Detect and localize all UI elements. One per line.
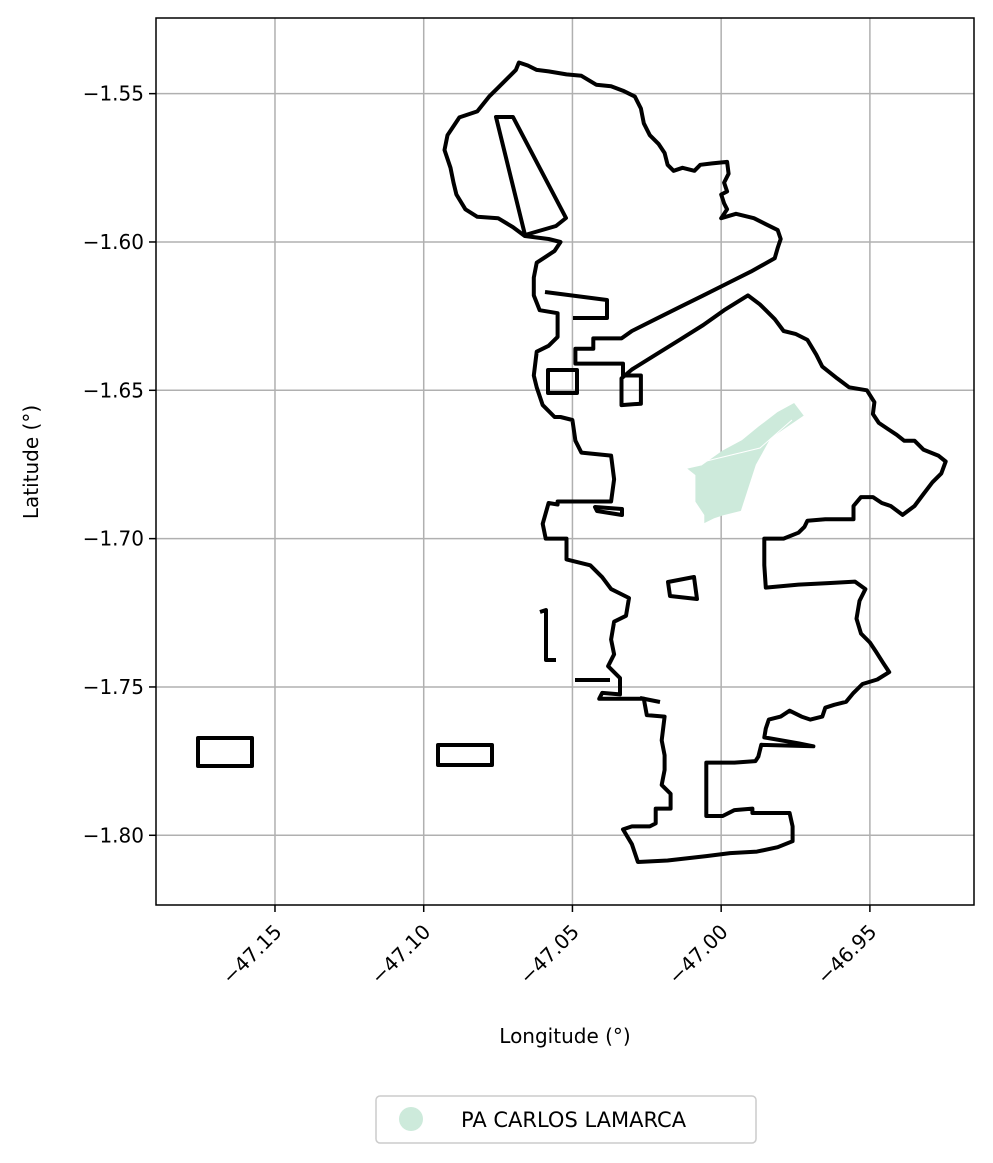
legend-label: PA CARLOS LAMARCA	[461, 1108, 687, 1132]
inner-boundary-features	[196, 115, 699, 768]
inner-rect-4	[196, 736, 254, 768]
y-tick-label: −1.55	[83, 82, 144, 106]
inner-line-1	[544, 290, 609, 320]
y-tick-label: −1.75	[83, 675, 144, 699]
legend-marker	[399, 1107, 423, 1131]
y-tick-label: −1.65	[83, 378, 144, 402]
x-tick-label: −47.00	[663, 920, 732, 989]
legend: PA CARLOS LAMARCA	[375, 1095, 757, 1144]
inner-rect-5	[436, 743, 494, 767]
x-axis-ticks: −47.15 −47.10 −47.05 −47.00 −46.95	[217, 905, 881, 989]
municipality-boundary	[442, 60, 948, 864]
inner-rect-3	[666, 575, 699, 601]
settlement-area-pa-carlos-lamarca	[687, 403, 804, 524]
x-tick-label: −47.05	[515, 920, 584, 989]
x-axis-label: Longitude (°)	[499, 1024, 630, 1048]
y-tick-label: −1.70	[83, 527, 144, 551]
settlement-internal-line	[685, 419, 793, 467]
inner-rect-2	[593, 505, 624, 517]
y-axis-ticks: −1.55 −1.60 −1.65 −1.70 −1.75 −1.80	[83, 82, 156, 847]
plot-frame	[155, 17, 975, 906]
legend-box	[375, 1095, 757, 1144]
inner-rect-1	[546, 368, 579, 395]
x-tick-label: −47.15	[217, 920, 286, 989]
x-tick-label: −46.95	[812, 920, 881, 989]
inner-line-2	[539, 608, 556, 662]
y-tick-label: −1.60	[83, 230, 144, 254]
y-tick-label: −1.80	[83, 823, 144, 847]
plot-background	[156, 18, 974, 905]
inner-line-3	[639, 696, 661, 704]
x-tick-label: −47.10	[366, 920, 435, 989]
inner-strip-north	[494, 115, 568, 237]
y-axis-label: Latitude (°)	[19, 405, 43, 519]
